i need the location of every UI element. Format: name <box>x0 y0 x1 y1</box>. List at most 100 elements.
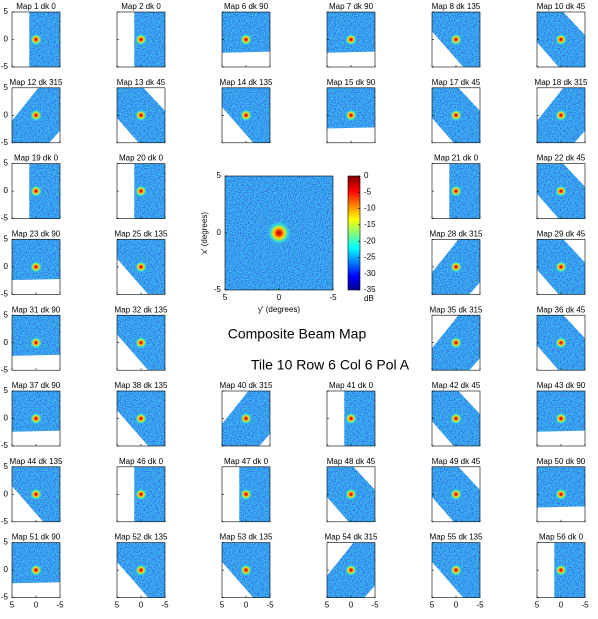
panel-title: Map 31 dk 90 <box>12 305 61 314</box>
beam-spot <box>135 33 147 46</box>
panel-title: Map 55 dk 135 <box>430 533 483 542</box>
beam-spot <box>555 336 567 349</box>
beam-spot <box>345 488 357 501</box>
beam-spot <box>555 260 567 273</box>
beam-spot <box>345 412 357 425</box>
beam-spot <box>345 109 357 122</box>
panel-title: Map 50 dk 90 <box>537 457 586 466</box>
y-tick-label: 0 <box>4 565 9 574</box>
heatmap <box>12 542 60 598</box>
colorbar-tick-label: -15 <box>364 220 376 229</box>
heatmap <box>537 163 585 219</box>
heatmap <box>117 12 165 67</box>
heatmap <box>12 466 60 522</box>
y-tick-label: 5 <box>4 83 9 92</box>
x-tick-label: 5 <box>220 601 225 610</box>
panel-title: Map 41 dk 0 <box>329 381 374 390</box>
heatmap <box>222 466 270 522</box>
panel-title: Map 20 dk 0 <box>119 154 164 163</box>
coverage-mask <box>432 31 464 67</box>
beam-spot <box>450 260 462 273</box>
panel-title: Map 43 dk 90 <box>537 381 586 390</box>
x-tick-label: -5 <box>371 601 379 610</box>
colorbar-tick-label: -30 <box>364 269 376 278</box>
panel-title: Map 51 dk 90 <box>12 533 61 542</box>
panel-title: Map 47 dk 0 <box>224 457 269 466</box>
heatmap <box>432 163 480 219</box>
beam-spot <box>135 488 147 501</box>
x-tick-label: -5 <box>161 601 169 610</box>
heatmap <box>327 12 375 67</box>
coverage-mask <box>222 51 270 67</box>
y-tick-label: 0 <box>4 414 9 423</box>
heatmap <box>537 542 585 598</box>
panel-title: Map 21 dk 0 <box>434 154 479 163</box>
panel-title: Map 48 dk 45 <box>327 457 376 466</box>
beam-spot <box>555 564 567 577</box>
x-tick-label: -5 <box>56 601 64 610</box>
beam-spot <box>30 412 42 425</box>
beam-spot <box>450 336 462 349</box>
coverage-mask <box>117 118 139 143</box>
panel-title: Map 12 dk 315 <box>10 78 63 87</box>
colorbar-tick-label: 0 <box>364 171 369 180</box>
heatmap <box>117 239 165 295</box>
y-tick-label: 5 <box>4 235 9 244</box>
panel-title: Map 35 dk 315 <box>430 305 483 314</box>
x-tick-label: 5 <box>535 601 540 610</box>
coverage-mask <box>327 51 375 67</box>
colorbar-tick-label: -35 <box>364 285 376 294</box>
y-tick-label: 5 <box>217 171 222 180</box>
heatmap <box>537 239 585 295</box>
beam-spot <box>450 185 462 198</box>
x-tick-label: -5 <box>266 601 274 610</box>
panel-title: Map 13 dk 45 <box>117 78 166 87</box>
beam-spot <box>240 109 252 122</box>
y-tick-label: 0 <box>4 186 9 195</box>
coverage-mask <box>469 358 480 371</box>
panel-title: Map 19 dk 0 <box>14 154 59 163</box>
coverage-mask <box>12 354 60 371</box>
panel-title: Map 1 dk 0 <box>16 2 56 11</box>
beam-spot <box>30 564 42 577</box>
x-axis-label: y' (degrees) <box>258 305 300 314</box>
y-tick-label: -5 <box>1 593 9 602</box>
y-tick-label: -5 <box>1 138 9 147</box>
panel-title: Map 49 dk 45 <box>432 457 481 466</box>
coverage-mask <box>353 466 375 490</box>
panel-title: Map 52 dk 135 <box>115 533 168 542</box>
heatmap <box>537 315 585 371</box>
beam-spot <box>30 260 42 273</box>
heatmap <box>432 391 480 446</box>
colorbar-tick-label: -5 <box>364 187 372 196</box>
heatmap <box>432 239 480 295</box>
coverage-mask <box>327 127 375 143</box>
coverage-mask <box>12 486 44 522</box>
coverage-mask <box>432 118 454 143</box>
heatmap <box>12 163 60 219</box>
coverage-mask <box>12 163 30 219</box>
y-tick-label: -5 <box>214 285 222 294</box>
heatmap <box>12 12 60 67</box>
beam-spot <box>30 185 42 198</box>
coverage-mask <box>537 506 585 522</box>
panel-title: Map 36 dk 45 <box>537 305 586 314</box>
coverage-mask <box>12 12 30 67</box>
beam-spot <box>450 488 462 501</box>
coverage-mask <box>117 12 135 67</box>
beam-spot <box>135 109 147 122</box>
coverage-mask <box>12 430 60 446</box>
coverage-mask <box>458 87 480 111</box>
beam-spot <box>240 564 252 577</box>
y-tick-label: 5 <box>4 7 9 16</box>
panel-title: Map 8 dk 135 <box>432 2 481 11</box>
colorbar-tick-label: -20 <box>364 236 376 245</box>
beam-spot <box>135 260 147 273</box>
beam-spot <box>555 185 567 198</box>
heatmap <box>12 391 60 446</box>
beam-spot <box>240 488 252 501</box>
beam-spot <box>240 33 252 46</box>
y-tick-label: -5 <box>1 365 9 374</box>
panel-title: Map 10 dk 45 <box>537 2 586 11</box>
